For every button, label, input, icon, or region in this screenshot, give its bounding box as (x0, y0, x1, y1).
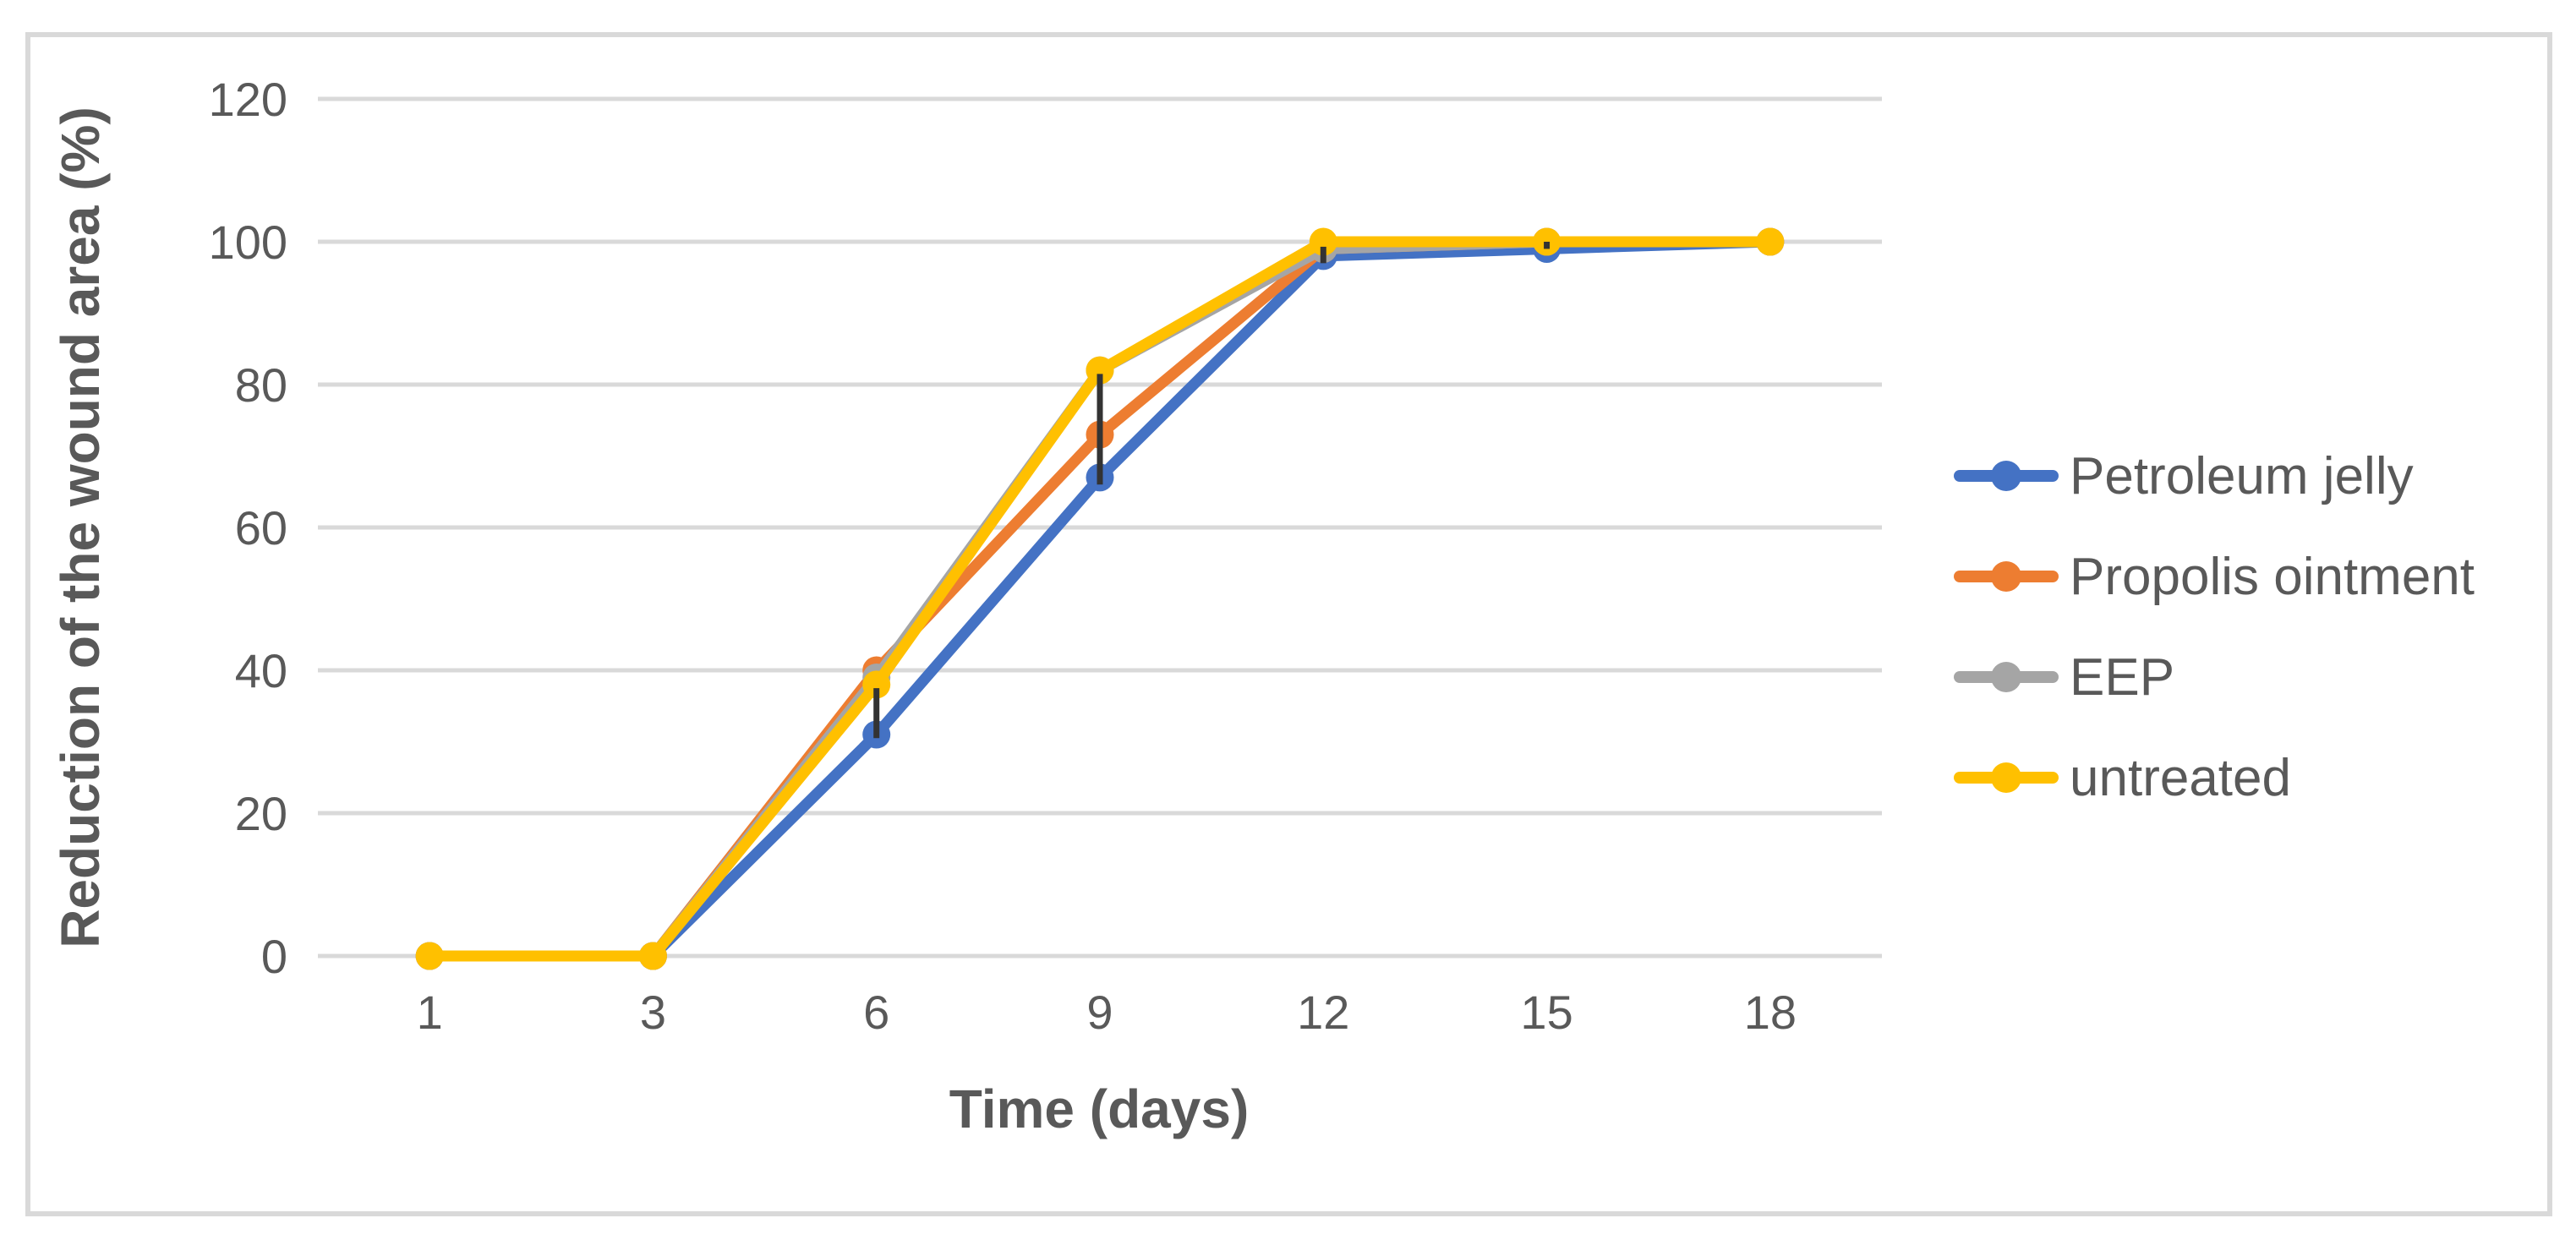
data-point (1086, 356, 1114, 385)
x-tick-label: 18 (1744, 986, 1797, 1039)
error-bars (873, 242, 1551, 739)
series-line (424, 236, 1776, 962)
series-propolis-ointment (415, 227, 1785, 970)
series-line (424, 236, 1776, 962)
series-petroleum-jelly (415, 227, 1785, 970)
legend-label: untreated (2070, 749, 2291, 807)
data-point (1756, 227, 1785, 256)
x-tick-label: 6 (863, 986, 889, 1039)
legend-marker (1991, 561, 2021, 592)
data-point (638, 942, 667, 970)
legend-marker (1991, 662, 2021, 692)
series-line (424, 236, 1776, 962)
data-point (862, 670, 891, 699)
x-tick-label: 1 (417, 986, 443, 1039)
y-tick-labels: 0 20 40 60 80 100 120 (209, 73, 287, 983)
data-point (1309, 227, 1337, 256)
data-point (415, 942, 444, 970)
y-tick-label: 20 (235, 787, 287, 840)
legend-label: Petroleum jelly (2070, 447, 2414, 505)
y-tick-label: 120 (209, 73, 287, 126)
legend-item-propolis-ointment: Propolis ointment (1954, 548, 2475, 606)
legend-label: EEP (2070, 648, 2174, 707)
x-tick-label: 15 (1520, 986, 1572, 1039)
legend-item-petroleum-jelly: Petroleum jelly (1954, 447, 2414, 505)
series-eep (415, 227, 1785, 970)
x-tick-label: 9 (1086, 986, 1113, 1039)
series-untreated (415, 227, 1785, 970)
legend-item-untreated: untreated (1954, 749, 2291, 807)
legend-label: Propolis ointment (2070, 548, 2475, 606)
series-line (424, 236, 1776, 962)
y-tick-label: 60 (235, 501, 287, 554)
chart-frame (25, 32, 2552, 1216)
x-tick-label: 12 (1297, 986, 1349, 1039)
legend: Petroleum jelly Propolis ointment EEP untre… (1954, 447, 2475, 807)
legend-marker (1991, 461, 2021, 491)
x-axis-title: Time (days) (949, 1079, 1250, 1139)
legend-item-eep: EEP (1954, 648, 2174, 707)
legend-marker (1991, 762, 2021, 793)
x-tick-labels: 1 3 6 9 12 15 18 (417, 986, 1797, 1039)
y-tick-label: 0 (261, 930, 287, 983)
gridlines (318, 96, 1882, 959)
y-tick-label: 100 (209, 216, 287, 269)
y-tick-label: 80 (235, 358, 287, 412)
x-tick-label: 3 (640, 986, 666, 1039)
y-tick-label: 40 (235, 644, 287, 697)
